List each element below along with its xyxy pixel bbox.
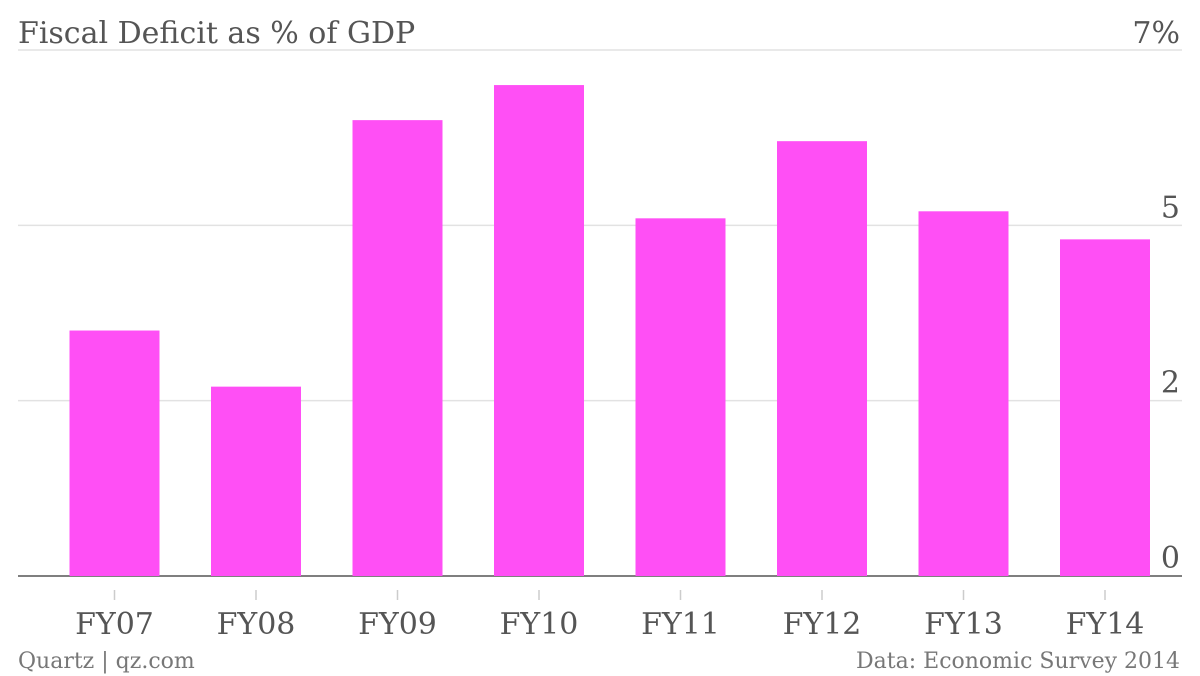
x-tick-label: FY11 (641, 607, 720, 642)
bars (69, 85, 1150, 577)
x-tick-label: FY09 (358, 607, 437, 642)
x-tick-label: FY07 (75, 607, 154, 642)
bar-fy09 (352, 120, 443, 576)
x-tick-label: FY08 (217, 607, 296, 642)
bar-fy11 (635, 218, 726, 576)
x-tick-label: FY10 (500, 607, 579, 642)
footer-credit: Quartz | qz.com (18, 649, 195, 674)
x-tick-label: FY12 (783, 607, 862, 642)
y-tick-label: 2 (1161, 366, 1180, 401)
y-tick-label: 7% (1132, 16, 1180, 51)
bar-fy14 (1060, 239, 1150, 577)
x-tick-label: FY13 (924, 607, 1003, 642)
y-axis-tick-labels: 0 2 5 7% (1132, 16, 1180, 576)
y-tick-label: 5 (1161, 190, 1180, 225)
bar-fy13 (918, 211, 1009, 576)
y-tick-label: 0 (1161, 541, 1180, 576)
chart-title: Fiscal Deficit as % of GDP (18, 16, 415, 51)
x-axis-ticks: FY07 FY08 FY09 FY10 FY11 FY12 FY13 FY14 (75, 590, 1144, 642)
x-tick-label: FY14 (1066, 607, 1145, 642)
bar-fy08 (211, 386, 301, 576)
footer-source: Data: Economic Survey 2014 (856, 649, 1180, 674)
bar-fy12 (777, 141, 867, 576)
bar-fy07 (69, 330, 160, 576)
bar-fy10 (494, 85, 584, 577)
